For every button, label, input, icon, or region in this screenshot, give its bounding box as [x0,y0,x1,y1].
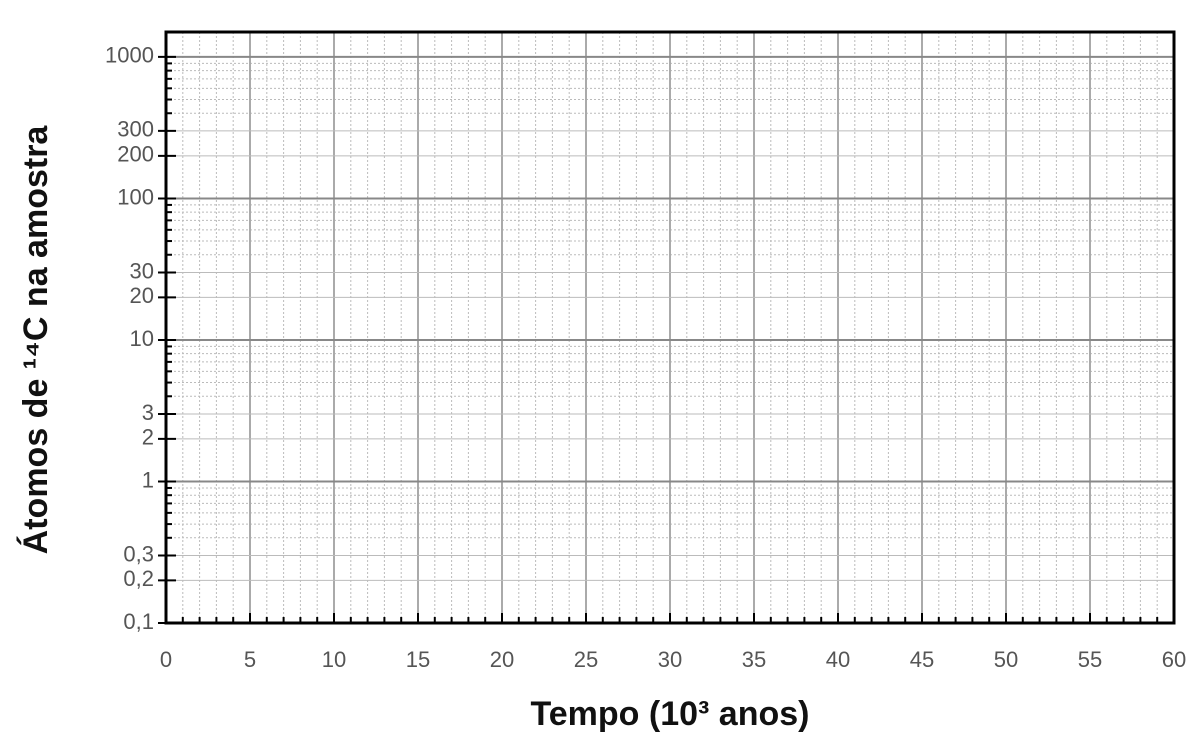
x-tick-label: 20 [490,647,514,672]
y-tick-label: 2 [142,425,154,450]
y-tick-label: 3 [142,400,154,425]
x-tick-label: 35 [742,647,766,672]
y-tick-label: 0,1 [123,609,154,634]
x-tick-label: 30 [658,647,682,672]
y-tick-label: 10 [130,326,154,351]
y-tick-label: 1 [142,467,154,492]
y-tick-label: 20 [130,283,154,308]
x-tick-label: 0 [160,647,172,672]
x-tick-label: 40 [826,647,850,672]
x-tick-label: 60 [1162,647,1186,672]
y-tick-label: 0,2 [123,566,154,591]
y-tick-label: 300 [117,117,154,142]
x-tick-label: 10 [322,647,346,672]
x-axis-title: Tempo (10³ anos) [531,695,810,733]
y-tick-label: 100 [117,184,154,209]
x-tick-label: 5 [244,647,256,672]
y-tick-label: 1000 [105,43,154,68]
x-tick-label: 15 [406,647,430,672]
x-tick-label: 25 [574,647,598,672]
x-tick-label: 55 [1078,647,1102,672]
y-tick-label: 200 [117,142,154,167]
x-tick-label: 50 [994,647,1018,672]
x-tick-label: 45 [910,647,934,672]
y-tick-label: 30 [130,258,154,283]
y-tick-label: 0,3 [123,541,154,566]
plot-frame [164,30,1176,625]
y-axis-title: Átomos de ¹⁴C na amostra [17,125,55,555]
